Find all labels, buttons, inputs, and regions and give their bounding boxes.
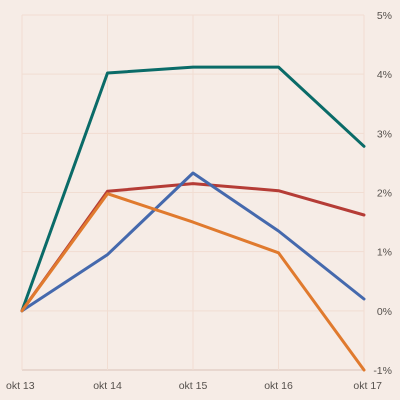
- y-tick-label: 3%: [377, 128, 392, 140]
- y-tick-label: 0%: [377, 306, 392, 318]
- series-line-3: [20, 171, 366, 313]
- x-tick-label: okt 13: [6, 380, 35, 392]
- series-line-4: [20, 192, 366, 372]
- x-tick-label: okt 17: [353, 380, 382, 392]
- y-tick-label: -1%: [373, 365, 392, 377]
- x-tick-label: okt 16: [264, 380, 293, 392]
- y-tick-label: 2%: [377, 188, 392, 200]
- y-tick-label: 4%: [377, 69, 392, 81]
- x-axis-ticks: okt 13 okt 14 okt 15 okt 16 okt 17: [6, 380, 382, 392]
- y-axis-ticks: 5% 4% 3% 2% 1% 0% -1%: [373, 10, 392, 377]
- y-tick-label: 1%: [377, 247, 392, 259]
- y-tick-label: 5%: [377, 10, 392, 22]
- x-tick-label: okt 15: [179, 380, 208, 392]
- series-lines: [20, 65, 366, 372]
- series-line-1: [20, 65, 366, 313]
- x-tick-label: okt 14: [93, 380, 122, 392]
